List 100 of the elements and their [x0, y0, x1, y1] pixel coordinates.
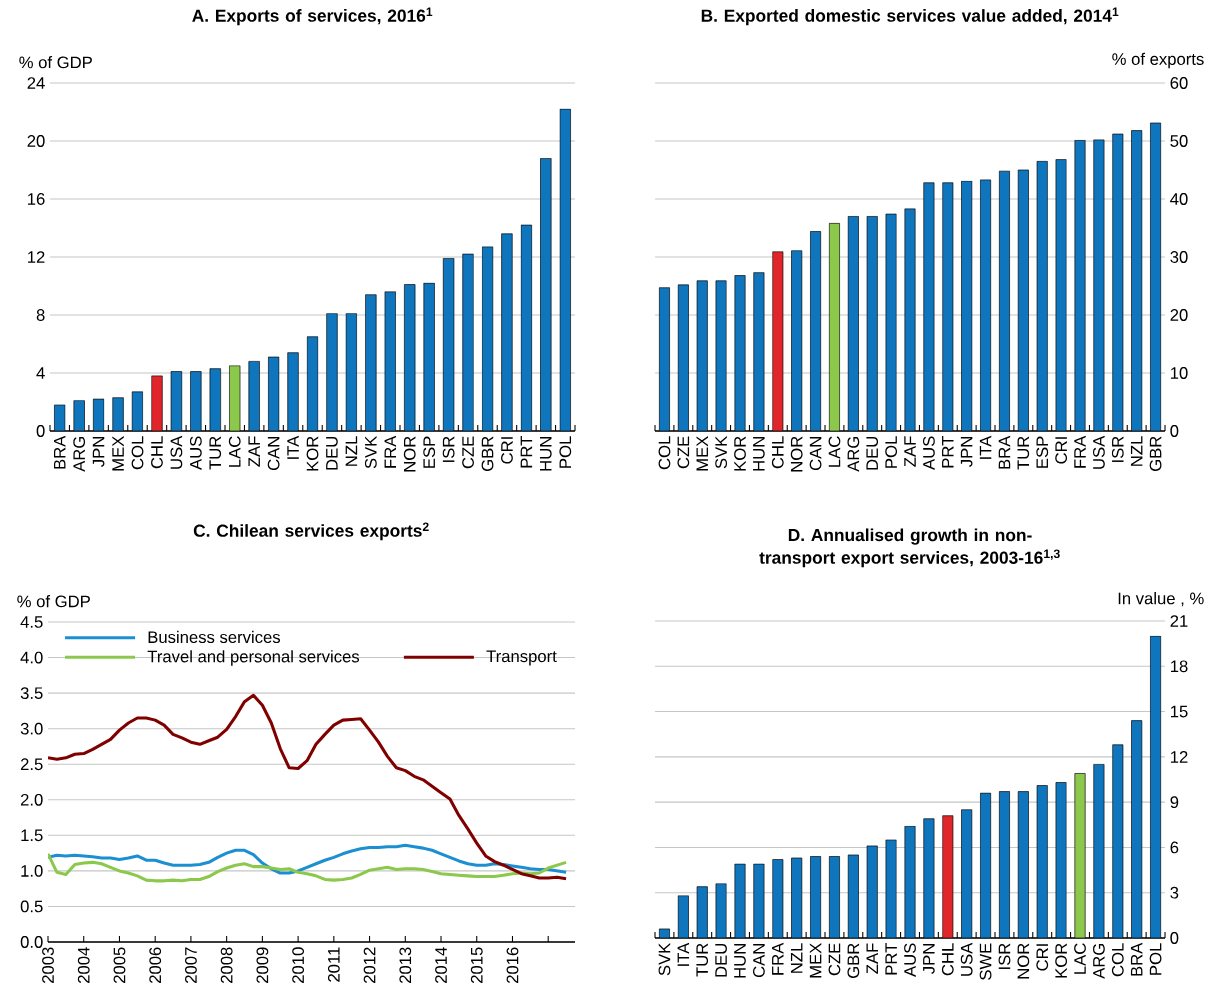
y-tick-label: 16 [28, 193, 45, 205]
y-tick-label: 20 [27, 135, 45, 147]
x-tick-label: CAN [809, 437, 822, 471]
x-tick-label: NZL [345, 436, 358, 466]
y-tick-label: 15 [1171, 705, 1188, 718]
x-tick-label: DEU [866, 437, 879, 470]
y-tick-label: 3 [1170, 886, 1179, 899]
x-tick-label: SVK [715, 435, 728, 469]
x-tick-label: LAC [1074, 943, 1086, 974]
x-tick-label: GBR [481, 436, 494, 471]
x-tick-label: 2010 [292, 947, 305, 983]
chart-title: B. Exported domestic services value added, 2014$^{1}$ [701, 7, 1119, 26]
x-tick-label: AUS [189, 436, 202, 470]
x-tick-label: ISR [442, 436, 455, 462]
x-tick-label: 2009 [256, 947, 269, 983]
x-tick-label: AUS [904, 943, 916, 977]
x-tick-label: DEU [715, 944, 727, 977]
y-axis-title: In value , % [1118, 592, 1204, 607]
x-tick-label: COL [658, 436, 671, 470]
legend-label: Business services [148, 630, 281, 644]
x-tick-label: CRI [1036, 944, 1049, 971]
x-tick-label: ZAF [866, 943, 878, 974]
y-tick-label: 60 [1170, 77, 1188, 89]
x-tick-label: 2006 [149, 947, 162, 983]
chart-title: C. Chilean services exports$^{2}$ [193, 522, 429, 541]
x-tick-label: DEU [326, 436, 338, 470]
x-tick-label: COL [1111, 943, 1124, 977]
x-tick-label: 2011 [327, 947, 340, 982]
y-axis-title: % of GDP [19, 56, 92, 69]
x-tick-label: CAN [753, 944, 765, 978]
y-tick-label: 3.5 [20, 687, 43, 700]
y-tick-label: 6 [1170, 841, 1179, 854]
y-tick-label: 18 [1171, 660, 1188, 673]
y-tick-label: 2.5 [20, 758, 43, 771]
y-tick-label: 9 [1170, 796, 1179, 809]
x-tick-label: USA [170, 435, 183, 469]
x-tick-label: POL [1149, 943, 1162, 975]
x-tick-label: NOR [1017, 943, 1030, 979]
y-tick-label: 8 [36, 309, 45, 321]
x-tick-label: FRA [384, 435, 397, 468]
legend-label: Travel and personal services [147, 650, 360, 666]
x-tick-label: CHL [941, 943, 954, 976]
y-tick-label: 0 [36, 425, 45, 437]
x-tick-label: POL [885, 436, 898, 468]
y-tick-label: 12 [1171, 751, 1188, 763]
x-tick-label: BRA [998, 435, 1011, 469]
x-tick-label: ARG [1093, 943, 1105, 979]
x-tick-label: NOR [790, 436, 803, 472]
y-tick-label: 0.0 [20, 936, 43, 948]
x-tick-label: NZL [1130, 436, 1143, 466]
x-tick-label: 2014 [435, 947, 447, 983]
x-tick-label: LAC [228, 436, 241, 467]
x-tick-label: LAC [828, 436, 841, 467]
x-tick-label: COL [131, 436, 144, 470]
x-tick-label: 2015 [470, 947, 483, 983]
x-tick-label: SWE [979, 943, 992, 980]
x-tick-label: MEX [112, 436, 124, 471]
y-axis-title: % of GDP [17, 595, 90, 608]
y-tick-label: 24 [27, 77, 45, 89]
x-tick-label: PRT [942, 436, 954, 468]
x-tick-label: PRT [885, 943, 897, 975]
x-tick-label: GBR [847, 943, 860, 978]
x-tick-label: ESP [1036, 436, 1049, 468]
x-tick-label: CZE [462, 436, 474, 469]
y-tick-label: 0 [1170, 425, 1179, 437]
x-tick-label: ITA [979, 435, 992, 459]
x-tick-label: POL [559, 436, 572, 468]
y-tick-label: 10 [1171, 367, 1188, 379]
x-tick-label: MEX [809, 943, 822, 978]
x-tick-label: 2007 [185, 947, 197, 983]
chart-title: D. Annualised growth in non-transport export services, 2003-16$^{1,3}$ [759, 528, 1060, 568]
y-tick-label: 0.5 [20, 900, 43, 913]
chart-title: A. Exports of services, 2016$^{1}$ [192, 7, 433, 26]
x-tick-label: JPN [923, 944, 935, 974]
x-tick-label: 2016 [506, 947, 519, 983]
y-tick-label: 50 [1170, 135, 1188, 147]
x-tick-label: CRI [501, 437, 513, 464]
y-axis-title: % of exports [1112, 52, 1204, 69]
legend-label: Transport [486, 650, 557, 666]
x-tick-label: 2013 [399, 947, 412, 983]
x-tick-label: USA [1093, 435, 1105, 469]
x-tick-label: 2003 [42, 947, 54, 983]
line-series [48, 693, 568, 881]
x-tick-label: CZE [677, 436, 690, 469]
x-tick-label: SVK [658, 942, 671, 976]
x-tick-label: JPN [92, 437, 105, 467]
y-tick-label: 4.0 [20, 651, 43, 664]
x-tick-label: FRA [772, 942, 784, 975]
y-tick-label: 1.5 [21, 829, 43, 842]
x-tick-label: ZAF [904, 436, 916, 467]
x-tick-label: BRA [1130, 942, 1143, 976]
x-tick-label: SVK [364, 435, 377, 469]
x-tick-label: GBR [1149, 436, 1162, 471]
x-tick-label: ARG [847, 436, 860, 472]
y-tick-label: 21 [1170, 615, 1188, 627]
x-tick-label: TUR [696, 943, 709, 977]
x-tick-label: ISR [1111, 436, 1124, 462]
x-tick-label: CZE [828, 943, 841, 976]
x-tick-label: CRI [1055, 437, 1068, 464]
x-tick-label: 2005 [113, 947, 126, 983]
